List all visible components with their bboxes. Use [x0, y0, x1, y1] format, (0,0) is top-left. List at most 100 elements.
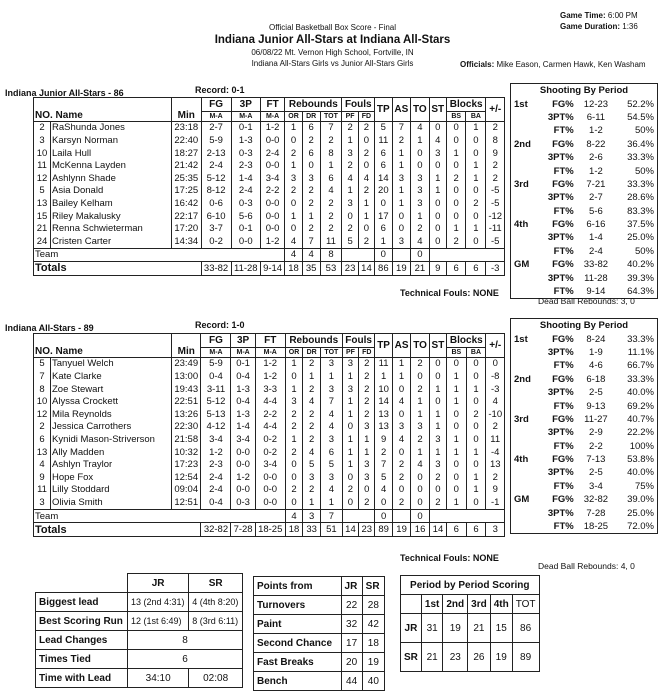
- stat-cell: 0: [465, 420, 487, 434]
- period-label: [511, 466, 537, 479]
- made-attempted: 11-28: [584, 272, 608, 284]
- team-tot: 7: [319, 508, 343, 524]
- stat-cell: 0: [465, 433, 487, 446]
- percentage: 33.3%: [627, 373, 654, 385]
- stat-cell: 1: [410, 395, 430, 408]
- game-time-label: Game Time:: [560, 11, 606, 20]
- stat-cell: 2: [302, 382, 321, 396]
- period-label: [511, 231, 537, 244]
- stat-cell: 3: [391, 171, 412, 185]
- stat-cell: 0: [391, 382, 412, 396]
- player-name: Ashlynn Shade: [50, 171, 172, 185]
- stat-cell: 2: [391, 470, 412, 484]
- stat-cell: 1: [357, 209, 376, 223]
- stat-cell: 0: [284, 458, 304, 471]
- player-number: 5: [33, 184, 51, 198]
- col-pf: PF: [341, 110, 359, 122]
- made-attempted: 2-6: [589, 152, 603, 164]
- stat-cell: 11: [374, 134, 393, 147]
- percentage: 50%: [634, 245, 654, 257]
- stat-cell: -11: [485, 222, 505, 235]
- stat-cell: 2: [485, 159, 505, 172]
- stat-cell: 0-0: [259, 159, 286, 172]
- player-row: 21 Renna Schwieterman 17:20 3-7 0-1 0-0 0 2 2 2 0 6…: [33, 222, 505, 235]
- stat-type: FT%: [553, 360, 574, 372]
- totals-cell: -3: [485, 261, 505, 276]
- totals-cell: 18: [284, 261, 303, 276]
- stat-cell: 0: [341, 420, 360, 434]
- player-number: 5: [33, 357, 51, 371]
- shooting-row: 1st FG% 8-24 33.3%: [511, 332, 658, 345]
- player-row: 10 Alyssa Crockett 22:51 5-12 0-4 4-4 3 4 7 1 2 14 4…: [33, 395, 505, 408]
- player-number: 12: [33, 407, 51, 421]
- points-from-row: Fast Breaks 20 19: [253, 652, 386, 672]
- points-from-table: Points from JR SR Turnovers 22 28 Paint 32 42 Sec…: [253, 576, 386, 691]
- stat-cell: 7: [319, 395, 343, 408]
- time-with-lead-label: Time with Lead: [34, 668, 129, 688]
- period-scoring-title-row: Period by Period Scoring: [400, 575, 540, 595]
- period-score: 19: [489, 642, 513, 672]
- stat-type: 3PT%: [547, 111, 574, 123]
- stat-cell: 2: [391, 458, 412, 471]
- stat-cell: 0: [301, 159, 321, 172]
- stat-cell: 2: [465, 197, 487, 210]
- stat-cell: 4: [485, 395, 505, 408]
- player-name: Kate Clarke: [50, 370, 172, 383]
- shooting-row: 3PT% 2-7 28.6%: [511, 191, 658, 204]
- stat-cell: 1: [446, 382, 467, 396]
- stat-cell: 3-3: [254, 382, 286, 396]
- period-label: [511, 191, 537, 204]
- stat-cell: 0: [284, 370, 304, 383]
- col-no-name: NO. Name: [33, 333, 172, 358]
- stat-cell: 4: [374, 483, 393, 497]
- stat-cell: 2: [302, 357, 321, 371]
- made-attempted: 2-7: [589, 192, 603, 204]
- stat-cell: 2: [284, 407, 304, 421]
- stat-cell: 2: [302, 420, 321, 434]
- player-number: 4: [33, 458, 51, 471]
- col-rebounds: Rebounds: [284, 97, 343, 112]
- stat-cell: 1: [341, 458, 360, 471]
- col-ba: BA: [465, 110, 487, 122]
- stat-cell: 0: [465, 209, 487, 223]
- stat-type: FG%: [552, 413, 574, 425]
- stat-cell: 4: [410, 121, 430, 135]
- stat-cell: 10:32: [170, 445, 202, 459]
- player-name: Ashlyn Traylor: [50, 458, 172, 471]
- stat-cell: 3: [302, 470, 321, 484]
- col-fouls: Fouls: [341, 97, 376, 112]
- period-label: [511, 359, 537, 372]
- stat-cell: 2: [358, 496, 376, 510]
- shooting-row: GM FG% 33-82 40.2%: [511, 258, 658, 271]
- stat-cell: 3-4: [259, 171, 286, 185]
- player-name: Karsyn Norman: [50, 134, 172, 147]
- period-header: 3rd: [467, 594, 491, 614]
- stat-cell: 1: [319, 370, 343, 383]
- empty: [400, 594, 422, 614]
- stat-cell: 0-1: [230, 357, 256, 371]
- totals-cell: 51: [319, 522, 343, 537]
- stat-cell: 1-2: [254, 357, 286, 371]
- stat-cell: 2: [391, 134, 412, 147]
- period-header: 2nd: [442, 594, 469, 614]
- totals-cell: 53: [319, 261, 343, 276]
- stat-cell: 5: [319, 458, 343, 471]
- col-ma: M-A: [259, 110, 286, 122]
- made-attempted: 32-82: [583, 494, 609, 506]
- stat-cell: 1: [465, 121, 487, 135]
- percentage: 25.0%: [627, 232, 654, 244]
- player-row: 2 Jessica Carrothers 22:30 4-12 1-4 4-4 2 2 4 0 3 1…: [33, 420, 505, 434]
- made-attempted: 2-2: [589, 440, 603, 452]
- stat-type: FT%: [553, 440, 574, 452]
- stat-cell: 2: [358, 382, 376, 396]
- period-label: GM: [514, 494, 530, 506]
- col-dr: DR: [302, 346, 321, 358]
- stat-type: FG%: [552, 178, 574, 190]
- stat-cell: 0-4: [200, 370, 232, 383]
- stat-cell: 0: [374, 496, 393, 510]
- stat-cell: 1: [446, 395, 467, 408]
- game-info: Game Time: 6:00 PM Game Duration: 1:36: [560, 10, 638, 32]
- player-row: 2 RaShunda Jones 23:18 2-7 0-1 1-2 1 6 7 2 2 5 7 4 0 0 1…: [33, 121, 505, 135]
- made-attempted: 7-13: [586, 454, 606, 466]
- stat-cell: 0: [391, 483, 412, 497]
